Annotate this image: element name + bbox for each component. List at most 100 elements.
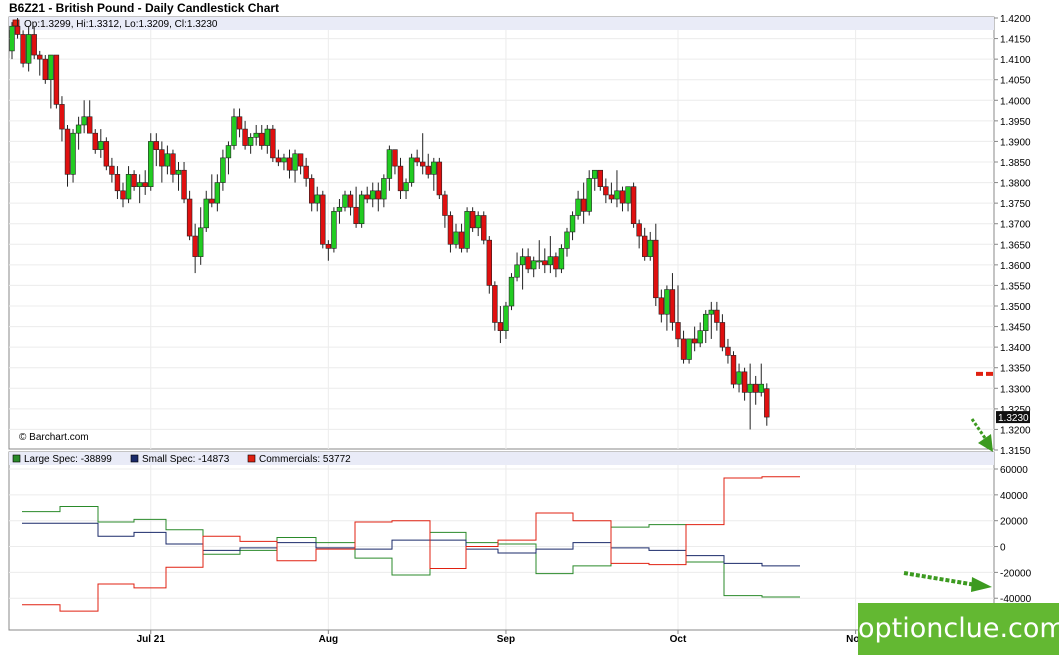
candle-body: [259, 132, 265, 146]
candle-body: [514, 264, 520, 278]
candle-body: [9, 25, 15, 52]
candle-body: [314, 194, 320, 204]
candle-body: [281, 157, 287, 163]
month-axis: Jul 21 Aug Sep Oct Nov: [137, 630, 865, 645]
last-price-box: [996, 411, 1030, 424]
candle-body: [103, 141, 110, 167]
candle-body: [198, 227, 204, 257]
candle-body: [342, 194, 348, 208]
candle-body: [697, 330, 703, 344]
candle-body: [736, 371, 742, 385]
candle-body: [308, 178, 315, 204]
candle-body: [109, 165, 115, 175]
candle-body: [37, 54, 43, 60]
candle-body: [53, 54, 60, 105]
down-arrow-icon: [970, 418, 993, 452]
candle-body: [381, 178, 387, 200]
candle-body: [214, 182, 221, 204]
candle-body: [425, 165, 431, 175]
candle-body: [81, 116, 87, 126]
candle-body: [630, 186, 637, 225]
candle-body: [508, 276, 515, 307]
price-tick-label: 1.3800: [1000, 179, 1031, 190]
candle-body: [714, 309, 720, 323]
cot-tick-label: 40000: [1000, 491, 1028, 502]
candlestick-series: [9, 18, 770, 430]
candle-body: [741, 371, 748, 393]
candle-body: [675, 322, 681, 340]
price-tick-label: 1.3900: [1000, 137, 1031, 148]
candle-body: [764, 388, 770, 418]
price-tick-label: 1.3600: [1000, 261, 1031, 272]
candle-body: [192, 235, 198, 257]
candle-body: [431, 161, 437, 175]
candle-body: [75, 124, 82, 134]
candle-body: [481, 215, 487, 241]
price-tick-label: 1.3750: [1000, 199, 1031, 210]
candle-body: [336, 206, 343, 212]
ohlc-info-bar: [9, 17, 994, 30]
candle-body: [120, 190, 126, 200]
cot-tick-label: 60000: [1000, 465, 1028, 476]
candle-body: [59, 104, 65, 130]
candle-body: [270, 128, 276, 159]
price-tick-label: 1.4200: [1000, 14, 1031, 25]
cot-legend: Large Spec: -38899 Small Spec: -14873 Co…: [12, 454, 351, 465]
brand-logo: optionclue.com: [858, 603, 1059, 655]
price-tick-label: 1.3200: [1000, 425, 1031, 436]
candle-body: [114, 174, 121, 192]
candle-body: [708, 309, 715, 315]
candle-body: [264, 128, 270, 146]
legend-commercials: Commercials: 53772: [259, 454, 351, 465]
candle-body: [653, 239, 659, 299]
candle-body: [497, 322, 504, 331]
candle-body: [92, 132, 98, 150]
candle-body: [175, 169, 182, 175]
candle-body: [530, 260, 537, 270]
candle-body: [236, 116, 243, 130]
candle-body: [569, 215, 576, 233]
candle-body: [159, 149, 165, 167]
candle-body: [492, 285, 498, 323]
candle-body: [181, 169, 187, 200]
candle-body: [525, 256, 531, 270]
candle-body: [542, 260, 548, 266]
legend-swatch-large-spec: [12, 454, 21, 463]
month-label: Aug: [319, 634, 338, 645]
candle-body: [641, 235, 648, 257]
candle-body: [225, 145, 232, 159]
candle-body: [220, 157, 226, 183]
candle-body: [686, 338, 692, 360]
candle-body: [242, 128, 248, 146]
candle-body: [292, 153, 298, 171]
candle-body: [747, 383, 753, 393]
candle-body: [619, 190, 626, 204]
price-tick-label: 1.3250: [1000, 405, 1031, 416]
candle-body: [575, 198, 581, 216]
candle-body: [297, 153, 304, 167]
candle-body: [442, 194, 448, 216]
candle-body: [386, 149, 393, 179]
candle-body: [614, 190, 620, 200]
candle-body: [519, 256, 526, 266]
candle-body: [31, 34, 37, 56]
cot-tick-label: -40000: [1000, 594, 1032, 605]
price-tick-label: 1.4100: [1000, 55, 1031, 66]
candle-body: [203, 198, 209, 229]
price-tick-label: 1.3550: [1000, 281, 1031, 292]
price-tick-label: 1.3350: [1000, 364, 1031, 375]
price-tick-label: 1.3300: [1000, 384, 1031, 395]
candle-body: [42, 58, 49, 81]
candle-body: [403, 182, 409, 192]
candle-body: [186, 198, 193, 237]
candle-body: [303, 165, 309, 179]
cot-tick-label: 0: [1000, 543, 1006, 554]
candle-body: [164, 153, 171, 167]
price-tick-label: 1.4150: [1000, 35, 1031, 46]
candle-body: [580, 198, 587, 212]
candle-body: [70, 132, 76, 175]
month-label: Nov: [846, 634, 865, 645]
cot-series: [22, 476, 800, 612]
price-tick-label: 1.3950: [1000, 117, 1031, 128]
